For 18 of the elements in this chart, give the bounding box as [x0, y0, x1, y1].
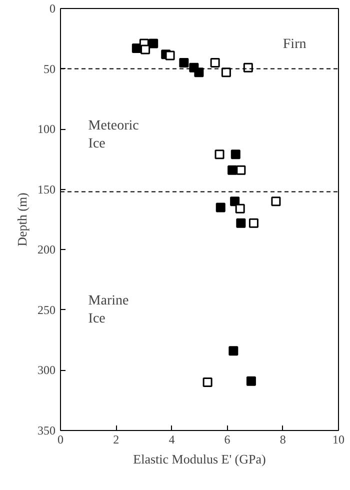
- y-tick-label: 250: [38, 302, 56, 317]
- x-tick-label: 6: [224, 432, 230, 446]
- y-tick-label: 150: [38, 182, 56, 196]
- y-tick-label: 0: [50, 2, 56, 16]
- y-tick-label: 300: [38, 363, 56, 378]
- y-tick-label: 100: [38, 122, 56, 136]
- y-axis-title: Depth (m): [14, 192, 30, 246]
- x-axis-title: Elastic Modulus E' (GPa): [133, 452, 266, 466]
- x-tick-label: 2: [113, 432, 120, 446]
- x-tick-label: 8: [280, 432, 286, 446]
- x-tick-label: 4: [168, 432, 175, 446]
- x-tick-label: 10: [332, 432, 344, 446]
- y-tick-label: 350: [38, 424, 56, 438]
- y-tick-label: 200: [38, 242, 56, 257]
- y-tick-label: 50: [44, 62, 56, 76]
- annotation: Meteoric Ice: [88, 118, 139, 152]
- annotation: Marine Ice: [88, 293, 129, 326]
- annotation: Firn: [282, 37, 306, 52]
